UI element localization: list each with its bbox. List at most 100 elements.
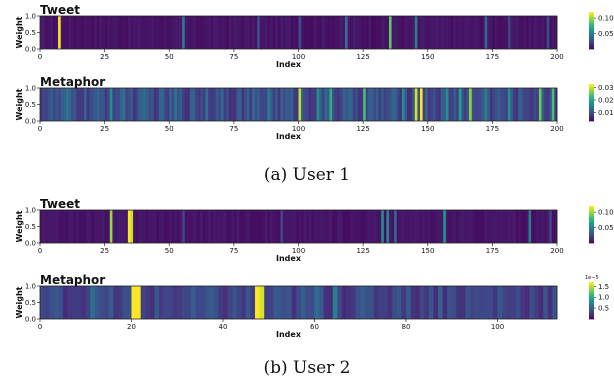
heatmap-cell [112, 88, 116, 121]
heatmap-cell [347, 16, 351, 49]
y-tick-label: 0.5 [25, 223, 36, 231]
heatmap-cell [337, 16, 341, 49]
heatmap-cell [492, 210, 496, 243]
heatmap-cell [45, 210, 49, 243]
heatmap-cell [339, 16, 343, 49]
heatmap-cell [127, 210, 131, 243]
heatmap-cell [479, 88, 483, 121]
heatmap-cell [334, 210, 338, 243]
x-tick-label: 100 [292, 53, 305, 61]
heatmap-cell [476, 88, 480, 121]
heatmap-cell [96, 210, 100, 243]
heatmap-cell [272, 210, 276, 243]
colorbar-segment [589, 282, 594, 284]
heatmap-cell [346, 286, 352, 319]
heatmap-cell [172, 286, 178, 319]
colorbar-segment [589, 314, 594, 316]
heatmap-cell [47, 88, 51, 121]
colorbar-segment [589, 284, 594, 287]
heatmap-cell [65, 210, 69, 243]
heatmap-cell [404, 210, 408, 243]
heatmap-cell [81, 16, 85, 49]
caption-user-1: (a) User 1 [263, 165, 351, 185]
heatmap-cell [275, 16, 279, 49]
colorbar-segment [589, 112, 594, 114]
heatmap-cell [414, 210, 418, 243]
heatmap-cell [112, 210, 116, 243]
heatmap-cell [63, 210, 67, 243]
heatmap-cell [241, 210, 245, 243]
heatmap-cell [466, 210, 470, 243]
heatmap-cell [345, 210, 348, 243]
heatmap-cell [484, 16, 488, 49]
heatmap-cell [236, 88, 240, 121]
heatmap-cell [249, 16, 253, 49]
heatmap-cell [401, 16, 405, 49]
heatmap-cell [184, 16, 188, 49]
heatmap-cell [410, 286, 416, 319]
heatmap-cell [102, 16, 105, 49]
heatmap-cell [520, 16, 524, 49]
heatmap-cell [200, 210, 204, 243]
heatmap-cell [543, 286, 549, 319]
heatmap-cell [316, 16, 320, 49]
heatmap-cell [130, 16, 134, 49]
heatmap-cell [267, 88, 271, 121]
heatmap-cell [158, 88, 162, 121]
heatmap-cell [440, 88, 444, 121]
heatmap-cell [189, 210, 193, 243]
colorbar-segment [589, 288, 594, 290]
heatmap-cell [158, 210, 162, 243]
colorbar-segment [589, 316, 594, 319]
heatmap-cell [166, 16, 170, 49]
heatmap-cell [474, 88, 478, 121]
heatmap-cell [239, 88, 242, 121]
heatmap-cell [171, 88, 175, 121]
x-axis-label: Index [276, 330, 302, 339]
heatmap-cell [156, 210, 160, 243]
heatmap-cell [438, 88, 442, 121]
heatmap-cell [466, 88, 470, 121]
colorbar-segment [589, 215, 594, 218]
colorbar-segment [589, 118, 594, 121]
heatmap-cell [187, 16, 191, 49]
heatmap-cell [293, 88, 297, 121]
heatmap-cell [190, 286, 196, 319]
colorbar-segment [589, 47, 594, 50]
colorbar-segment [589, 317, 594, 320]
heatmap-cell [76, 286, 82, 319]
heatmap-cell [126, 286, 132, 319]
heatmap-cell [505, 16, 509, 49]
heatmap-cell [182, 16, 186, 49]
heatmap-cell [502, 286, 508, 319]
heatmap-cell [215, 210, 219, 243]
heatmap-cell [388, 16, 392, 49]
heatmap-cell [316, 88, 320, 121]
heatmap-cell [303, 88, 307, 121]
heatmap-cell [145, 88, 149, 121]
heatmap-cell [442, 286, 448, 319]
heatmap-cell [337, 286, 343, 319]
heatmap-cell [541, 16, 545, 49]
heatmap-cell [91, 210, 95, 243]
heatmap-cell [130, 210, 134, 243]
colorbar-segment [589, 217, 594, 219]
heatmap-cell [179, 210, 183, 243]
heatmap-cell [386, 16, 390, 49]
colorbar-segment [589, 44, 594, 46]
heatmap-cell [370, 16, 374, 49]
heatmap-cell [445, 16, 449, 49]
x-tick-label: 25 [100, 125, 109, 133]
heatmap-cell [554, 88, 558, 121]
heatmap-cell [295, 88, 299, 121]
heatmap-cell [192, 16, 196, 49]
heatmap-cell [293, 16, 297, 49]
x-tick-label: 125 [356, 125, 369, 133]
heatmap-cell [71, 16, 74, 49]
heatmap-cell [220, 210, 224, 243]
heatmap-cell [223, 286, 228, 319]
heatmap-cell [99, 88, 103, 121]
heatmap-cell [502, 210, 506, 243]
colorbar-tick-label: 0.05 [598, 30, 614, 38]
heatmap-cell [295, 16, 299, 49]
